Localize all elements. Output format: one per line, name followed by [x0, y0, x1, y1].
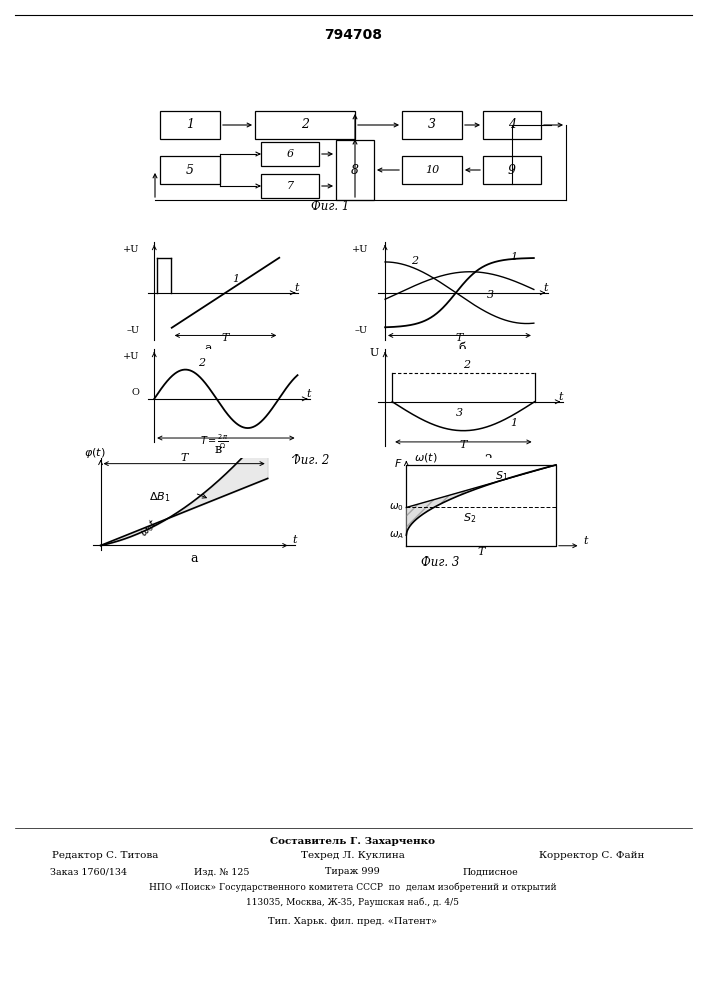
- Bar: [160, 111, 220, 139]
- Text: U: U: [369, 348, 378, 358]
- Text: НПО «Поиск» Государственного комитета СССР  по  делам изобретений и открытий: НПО «Поиск» Государственного комитета СС…: [149, 882, 557, 892]
- Text: O: O: [132, 388, 139, 397]
- Bar: [255, 111, 355, 139]
- Text: t: t: [544, 283, 548, 293]
- Text: $\omega_0$: $\omega_0$: [390, 502, 404, 513]
- Text: +U: +U: [123, 245, 139, 254]
- Text: в: в: [214, 443, 221, 456]
- Text: –U: –U: [126, 326, 139, 335]
- Text: Составитель Г. Захарченко: Составитель Г. Захарченко: [271, 836, 436, 846]
- Bar: [402, 156, 462, 184]
- Text: T: T: [455, 333, 462, 343]
- Text: б: б: [458, 342, 466, 355]
- Text: Фиг. 2: Фиг. 2: [291, 454, 329, 468]
- Text: $\Delta B_1$: $\Delta B_1$: [149, 490, 170, 504]
- Text: t: t: [294, 283, 299, 293]
- Text: –U: –U: [355, 326, 368, 335]
- Text: Редактор С. Титова: Редактор С. Титова: [52, 852, 158, 860]
- Text: $S_1$: $S_1$: [495, 469, 508, 483]
- Text: а: а: [190, 552, 198, 565]
- Polygon shape: [501, 465, 556, 480]
- Text: 1: 1: [232, 274, 239, 284]
- Text: +U: +U: [351, 245, 368, 254]
- Text: Фиг. 1: Фиг. 1: [311, 200, 349, 214]
- Bar: [402, 111, 462, 139]
- Text: 2: 2: [301, 118, 309, 131]
- Text: 794708: 794708: [324, 28, 382, 42]
- Text: $\varphi(t)$: $\varphi(t)$: [84, 446, 105, 460]
- Text: +U: +U: [123, 352, 139, 361]
- Text: 10: 10: [425, 165, 439, 175]
- Text: а: а: [204, 342, 212, 355]
- Text: Заказ 1760/134: Заказ 1760/134: [49, 867, 127, 876]
- Text: 2: 2: [463, 360, 471, 370]
- Text: 1: 1: [510, 418, 518, 428]
- Text: t: t: [292, 535, 296, 545]
- Text: T: T: [460, 440, 467, 450]
- Bar: [261, 142, 319, 166]
- Text: $\omega_A$: $\omega_A$: [390, 529, 404, 541]
- Text: 9: 9: [508, 163, 516, 176]
- Bar: [160, 156, 220, 184]
- Text: $\omega_0 t$: $\omega_0 t$: [137, 516, 161, 540]
- Text: $S_2$: $S_2$: [464, 511, 477, 525]
- Text: 5: 5: [186, 163, 194, 176]
- Text: t: t: [559, 392, 563, 402]
- Text: Фиг. 3: Фиг. 3: [421, 556, 459, 568]
- Text: 1: 1: [510, 251, 517, 261]
- Text: 6: 6: [286, 149, 293, 159]
- Text: t: t: [306, 389, 311, 399]
- Text: 3: 3: [428, 118, 436, 131]
- Text: $\omega(t)$: $\omega(t)$: [414, 451, 438, 464]
- Polygon shape: [407, 465, 556, 535]
- Text: Техред Л. Куклина: Техред Л. Куклина: [301, 852, 405, 860]
- Text: Подписное: Подписное: [462, 867, 518, 876]
- Text: $T{=}\frac{2\pi}{\Omega}$: $T{=}\frac{2\pi}{\Omega}$: [200, 432, 228, 451]
- Bar: [483, 111, 541, 139]
- Text: 7: 7: [286, 181, 293, 191]
- Text: 3: 3: [456, 408, 463, 418]
- Text: 2: 2: [411, 256, 418, 266]
- Text: 113035, Москва, Ж-35, Раушская наб., д. 4/5: 113035, Москва, Ж-35, Раушская наб., д. …: [247, 897, 460, 907]
- Bar: [261, 174, 319, 198]
- Text: T: T: [180, 453, 188, 463]
- Bar: [336, 140, 374, 200]
- Text: t: t: [583, 536, 588, 546]
- Text: Корректор С. Файн: Корректор С. Файн: [539, 852, 645, 860]
- Text: T: T: [222, 333, 229, 343]
- Text: 3: 3: [487, 290, 494, 300]
- Text: 8: 8: [351, 163, 359, 176]
- Text: Изд. № 125: Изд. № 125: [194, 867, 250, 876]
- Text: Тираж 999: Тираж 999: [325, 867, 380, 876]
- Bar: [483, 156, 541, 184]
- Text: T: T: [477, 547, 485, 557]
- Text: 2: 2: [484, 454, 492, 468]
- Text: 4: 4: [508, 118, 516, 131]
- Text: F: F: [395, 459, 402, 469]
- Text: 1: 1: [186, 118, 194, 131]
- Text: Тип. Харьк. фил. пред. «Патент»: Тип. Харьк. фил. пред. «Патент»: [269, 918, 438, 926]
- Text: 2: 2: [198, 358, 205, 368]
